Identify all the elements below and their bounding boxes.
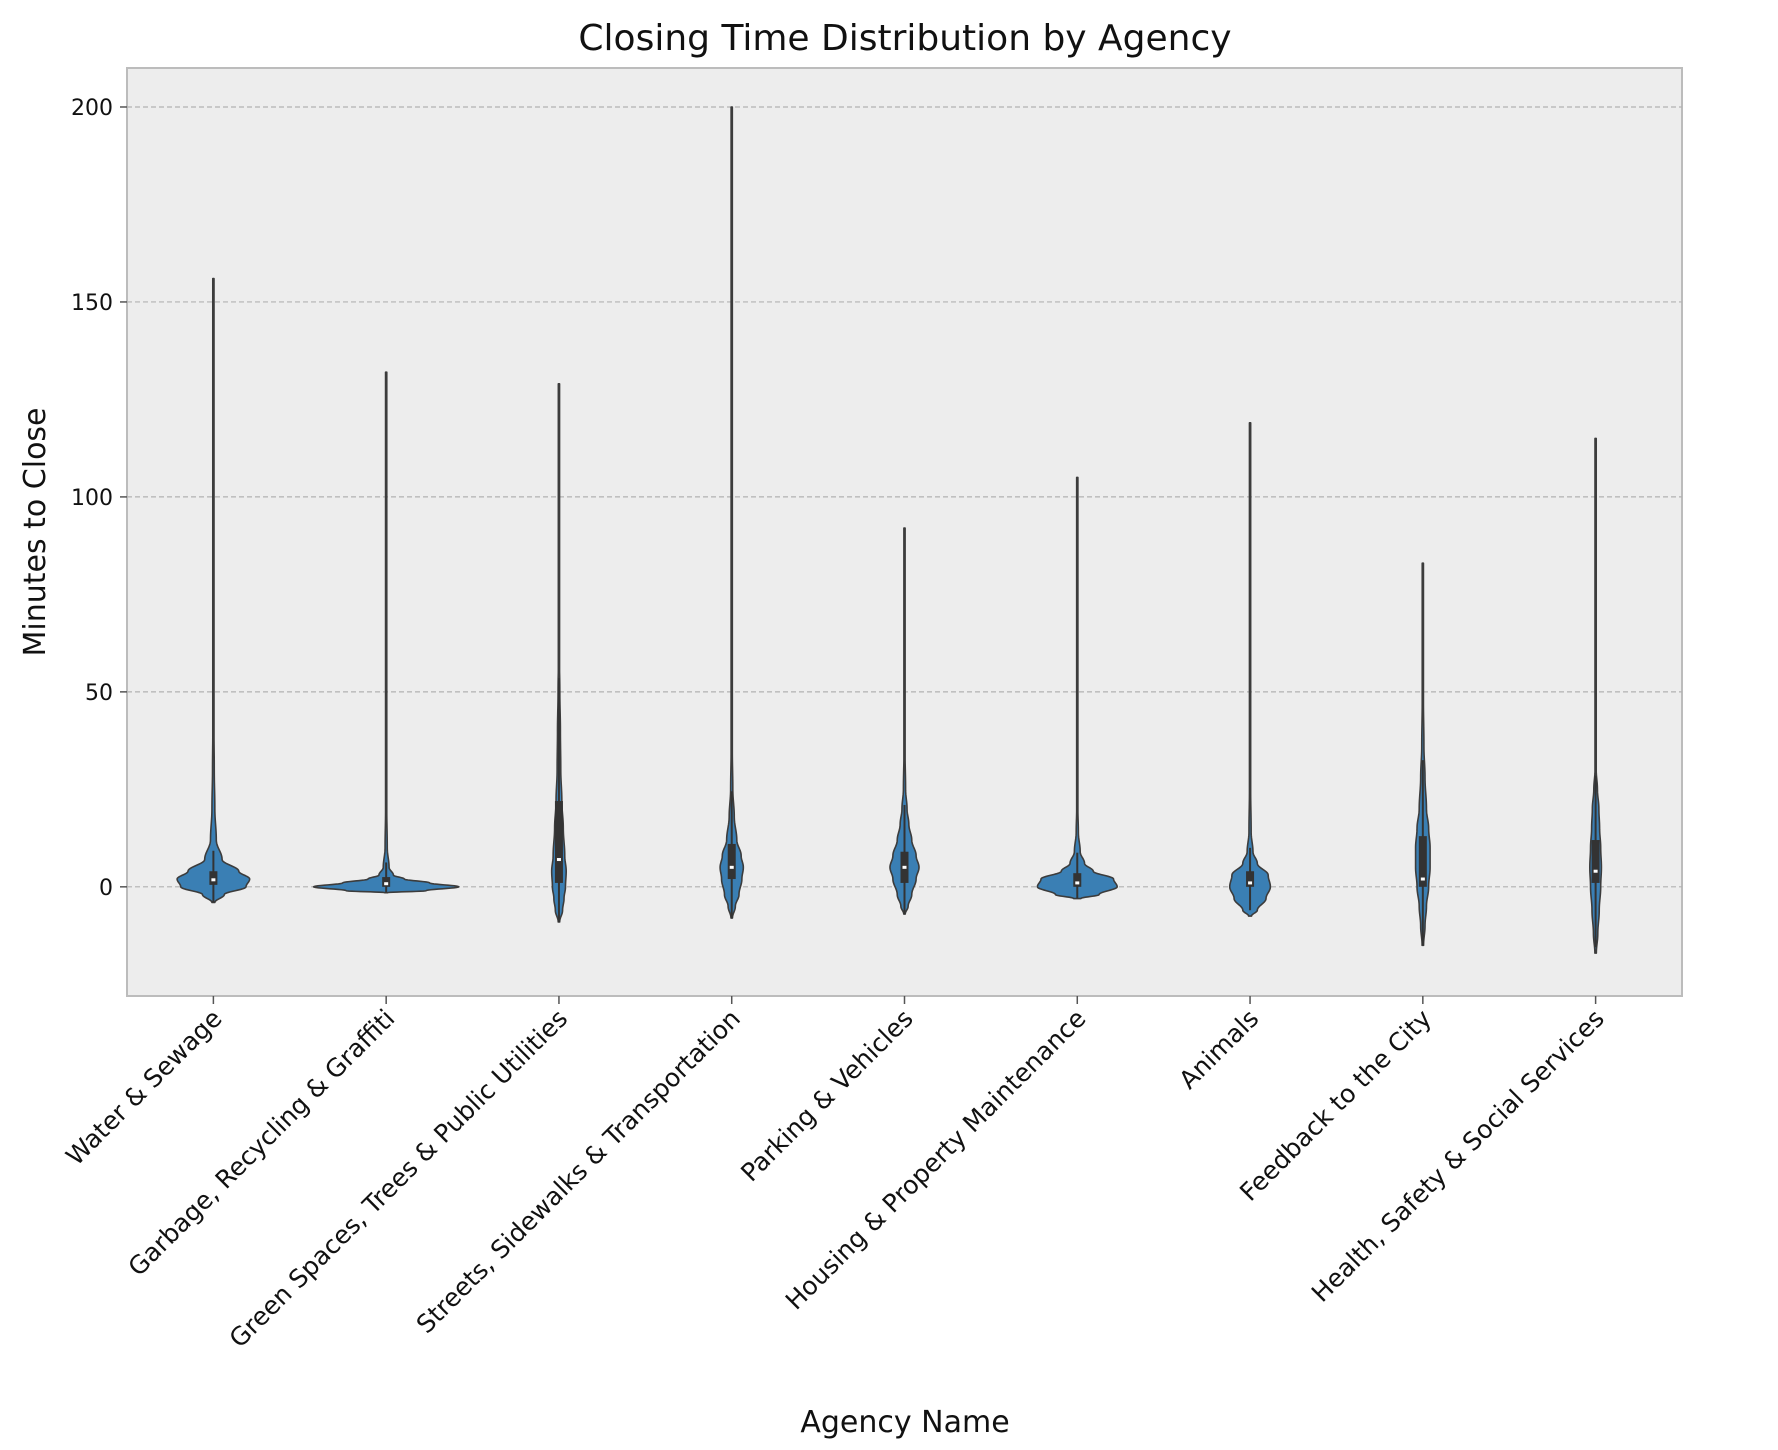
y-tick-label: 200 <box>71 96 113 121</box>
x-tick-label: Streets, Sidewalks & Transportation <box>411 1004 746 1339</box>
violin-median <box>1593 869 1598 873</box>
violin-iqr-box <box>1073 873 1082 887</box>
violin-body <box>889 527 920 915</box>
violin-iqr-box <box>209 871 218 885</box>
y-tick-label: 100 <box>71 486 113 511</box>
violins <box>176 106 1603 954</box>
violin-median <box>1248 881 1253 885</box>
x-tick-label: Animals <box>1173 1004 1264 1095</box>
x-tick-label: Housing & Property Maintenance <box>780 1004 1092 1316</box>
y-axis-label: Minutes to Close <box>18 407 53 656</box>
violin-body <box>1036 476 1118 900</box>
y-axis-ticks: 0 50 100 150 200 <box>71 96 127 901</box>
violin-median <box>729 865 734 869</box>
violin-median <box>384 882 389 886</box>
violin-iqr-box <box>1246 871 1255 887</box>
x-tick-label: Health, Safety & Social Services <box>1306 1004 1610 1308</box>
violin-body <box>1589 437 1603 954</box>
violin-median <box>556 858 561 862</box>
violin-iqr-box <box>1418 836 1427 887</box>
x-tick-label: Parking & Vehicles <box>735 1004 919 1188</box>
x-tick-label: Green Spaces, Trees & Public Utilities <box>224 1004 574 1354</box>
violin-median <box>211 878 216 882</box>
violin-body <box>719 106 745 919</box>
chart-title: Closing Time Distribution by Agency <box>578 18 1231 59</box>
y-tick-label: 0 <box>99 876 113 901</box>
violin-body <box>176 277 251 904</box>
violin-median <box>1420 877 1425 881</box>
y-tick-label: 50 <box>85 681 113 706</box>
violin-median <box>1075 881 1080 885</box>
violin-median <box>902 865 907 869</box>
x-tick-label: Feedback to the City <box>1234 1004 1437 1207</box>
x-tick-label: Water & Sewage <box>60 1004 227 1171</box>
violin-iqr-box <box>382 877 391 887</box>
violin-iqr-box <box>1591 840 1600 883</box>
violin-body <box>1228 422 1272 917</box>
y-tick-label: 150 <box>71 291 113 316</box>
violin-iqr-box <box>554 801 563 883</box>
violin-body <box>312 371 460 894</box>
violin-iqr-box <box>727 843 736 880</box>
violin-body <box>550 383 567 923</box>
x-axis-label: Agency Name <box>800 1405 1009 1440</box>
